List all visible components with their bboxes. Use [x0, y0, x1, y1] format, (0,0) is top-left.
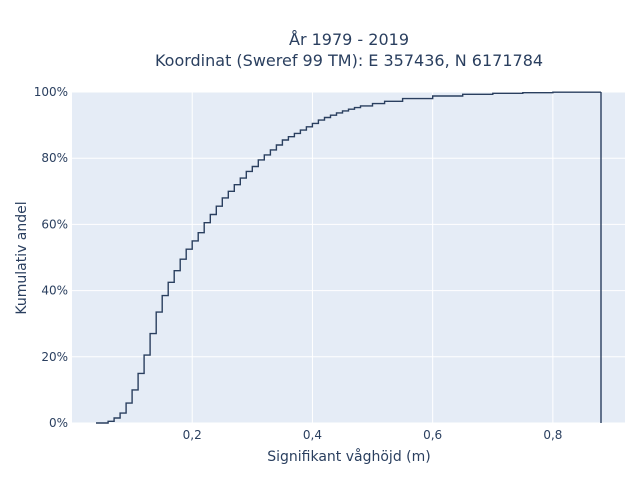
y-axis-title: Kumulativ andel: [14, 201, 30, 314]
chart-title-line2: Koordinat (Sweref 99 TM): E 357436, N 61…: [155, 51, 543, 70]
plot-area: [72, 92, 625, 423]
y-tick-label: 60%: [41, 217, 68, 231]
x-tick-label: 0,4: [303, 428, 322, 442]
ecdf-series-line: [96, 91, 602, 424]
y-tick-label: 20%: [41, 350, 68, 364]
y-tick-label: 100%: [34, 85, 68, 99]
y-tick-label: 80%: [41, 151, 68, 165]
y-tick-label: 0%: [49, 416, 68, 430]
x-tick-label: 0,8: [543, 428, 562, 442]
x-tick-label: 0,2: [183, 428, 202, 442]
x-axis-title: Signifikant våghöjd (m): [267, 448, 430, 465]
chart-title-line1: År 1979 - 2019: [289, 30, 409, 49]
x-tick-label: 0,6: [423, 428, 442, 442]
y-tick-label: 40%: [41, 284, 68, 298]
